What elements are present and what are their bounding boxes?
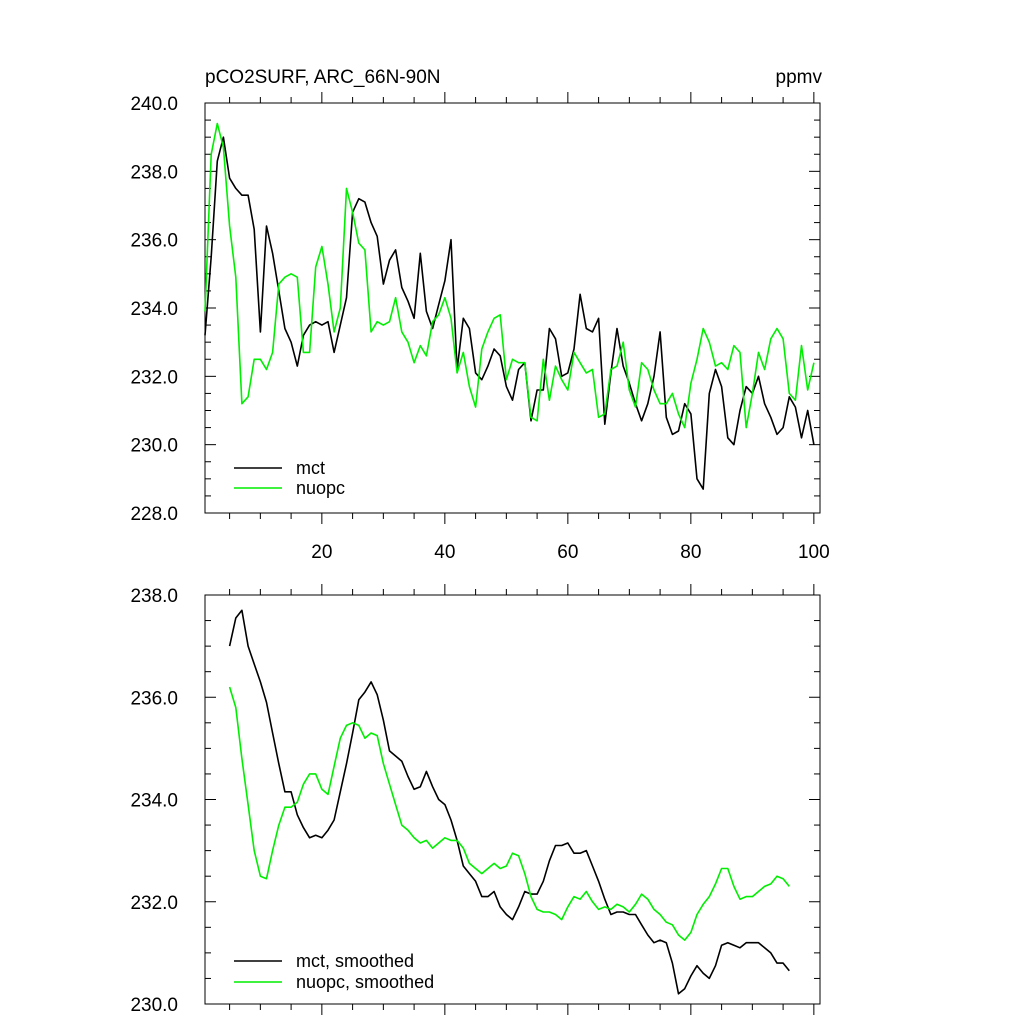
plot-marks: 230.0 232.0 234.0 236.0 238.0 [130, 584, 820, 1016]
y-tick-label: 230.0 [130, 995, 178, 1016]
legend-label: nuopc [296, 478, 345, 498]
y-tick-label: 236.0 [130, 688, 178, 709]
plot-marks: 228.0 230.0 232.0 234.0 236.0 238.0 240.0 20 40 6… [130, 92, 830, 563]
y-tick-label: 230.0 [130, 436, 178, 457]
y-tick-label: 228.0 [130, 504, 178, 525]
y-tick-label: 234.0 [130, 299, 178, 320]
y-tick-label: 240.0 [130, 94, 178, 115]
y-tick-label: 236.0 [130, 231, 178, 252]
y-tick-label: 238.0 [130, 586, 178, 607]
series-line [204, 122, 815, 429]
y-tick-label: 238.0 [130, 162, 178, 183]
x-tick-label: 20 [311, 542, 332, 563]
y-tick-label: 234.0 [130, 791, 178, 812]
x-tick-label: 60 [557, 542, 578, 563]
x-tick-label: 100 [798, 542, 830, 563]
x-tick-label: 40 [434, 542, 455, 563]
legend-label: mct [296, 458, 325, 478]
series-line [228, 686, 790, 941]
top-panel: pCO2SURF, ARC_66N-90N ppmv 228.0 230.0 232… [130, 67, 829, 563]
legend-label: mct, smoothed [296, 951, 414, 971]
legend-label: nuopc, smoothed [296, 972, 434, 992]
chart-title-left: pCO2SURF, ARC_66N-90N [205, 67, 440, 88]
y-tick-label: 232.0 [130, 893, 178, 914]
series-line [204, 136, 815, 490]
y-tick-label: 232.0 [130, 367, 178, 388]
bottom-panel: 230.0 232.0 234.0 236.0 238.0 mct, smoothedn… [130, 584, 821, 1016]
plot-frame [204, 102, 821, 514]
x-tick-label: 80 [680, 542, 701, 563]
series-line [228, 609, 790, 995]
chart-units-label: ppmv [776, 67, 823, 88]
